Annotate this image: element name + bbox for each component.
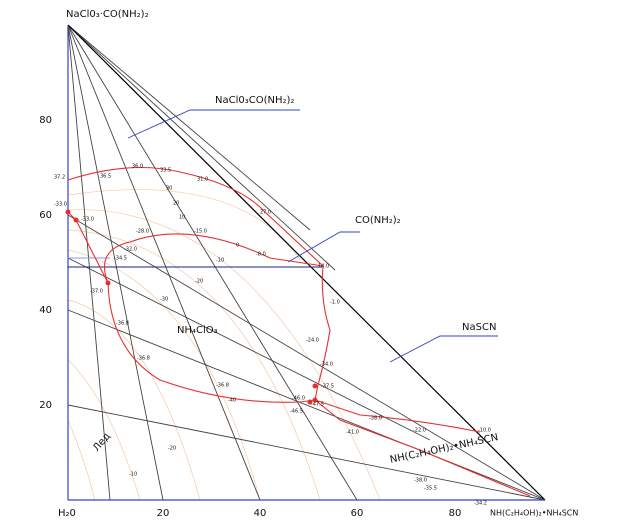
point-label: 30: [166, 186, 172, 192]
point-label: 0: [236, 243, 239, 249]
pointers: [127, 109, 498, 363]
tie-lines: [67, 24, 546, 501]
point-label: -10: [129, 472, 137, 478]
point-label: 37.2: [54, 175, 65, 181]
y-tick-label: 80: [39, 115, 52, 126]
x-tick-label: 80: [449, 508, 462, 519]
point-label: -30: [160, 297, 168, 303]
point-label: -46.0: [292, 396, 305, 402]
point-label: 27.0: [260, 210, 271, 216]
point-label: -34.0: [320, 362, 333, 368]
point-label: -22.0: [413, 428, 426, 434]
point-label: -36.8: [116, 321, 129, 327]
point-label: -15.0: [194, 229, 207, 235]
point-label: -37.5: [321, 384, 334, 390]
point-label: -37.0: [90, 289, 103, 295]
point-label: -28.0: [136, 229, 149, 235]
region-label: NH₄ClO₃: [177, 325, 218, 336]
point-label: 14.0: [318, 264, 329, 270]
point-label: 10: [179, 215, 185, 221]
points: [65, 209, 318, 405]
point-label: -1.0: [330, 300, 340, 306]
corner-label: NH(C₂H₄OH)₂•NH₄SCN: [490, 509, 578, 518]
point-label: 31.0: [197, 177, 208, 183]
point-label: -34.5: [114, 256, 127, 262]
point-label: -47.5: [311, 402, 324, 408]
point-label: -36.8: [137, 356, 150, 362]
point-label: -10: [216, 258, 224, 264]
point-label: -24.0: [306, 338, 319, 344]
point-label: 36.0: [132, 164, 143, 170]
point-label: 33.5: [160, 168, 171, 174]
point-label: -33.0: [81, 217, 94, 223]
x-tick-label: 20: [157, 508, 170, 519]
point-label: -32.0: [124, 247, 137, 253]
corner-label: NaCl0₃·CO(NH₂)₂: [66, 9, 149, 20]
point-label: -20: [168, 446, 176, 452]
region-label: NaSCN: [462, 322, 496, 333]
corner-label: H₂0: [58, 508, 76, 519]
isotherms: [67, 189, 381, 501]
point-label: -35.5: [424, 486, 437, 492]
x-tick-label: 40: [254, 508, 267, 519]
y-tick-label: 20: [39, 400, 52, 411]
point-label: -10.0: [478, 428, 491, 434]
frame: [67, 24, 546, 501]
region-label: CO(NH₂)₂: [355, 215, 401, 226]
point-label: -41.0: [346, 430, 359, 436]
x-tick-label: 60: [351, 508, 364, 519]
phase-curves: [67, 166, 531, 497]
point-label: -34.2: [474, 501, 487, 507]
point-label: -38.0: [369, 416, 382, 422]
point-label: -46.5: [290, 409, 303, 415]
point-label: -40: [228, 398, 236, 404]
point-label: -38.0: [414, 478, 427, 484]
point-label: -36.8: [216, 383, 229, 389]
point-label: 36.5: [100, 174, 111, 180]
region-label: NaCl0₃CO(NH₂)₂: [215, 95, 294, 106]
point-label: -33.0: [54, 202, 67, 208]
point-label: -8.0: [256, 252, 266, 258]
point-label: 20: [173, 201, 179, 207]
region-label: Лед: [91, 431, 113, 454]
y-tick-label: 60: [39, 210, 52, 221]
region-label: NH(C₂H₄OH)₂•NH₄SCN: [389, 432, 499, 466]
y-tick-label: 40: [39, 305, 52, 316]
point-label: -20: [195, 279, 203, 285]
